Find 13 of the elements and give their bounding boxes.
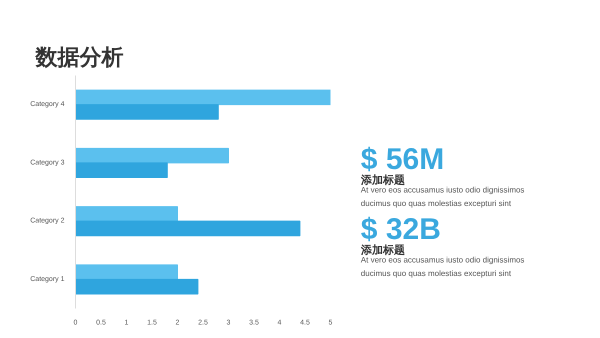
text: At vero eos accusamus iusto odio dignissimos ducimus quo quas molestias excepturi sint: [360, 255, 524, 278]
chart-title: 数据分析: [34, 46, 124, 70]
text: 添加标题: [360, 173, 405, 186]
bar: [76, 162, 168, 178]
bar: [76, 278, 198, 294]
text: At vero eos accusamus iusto odio dignissimos ducimus quo quas molestias excepturi sint: [360, 185, 524, 208]
bar: [76, 264, 178, 280]
text: 添加标题: [360, 243, 405, 256]
bar: [76, 148, 229, 164]
bar: [76, 104, 219, 120]
bar: [76, 220, 300, 236]
bar: [76, 206, 178, 222]
bar: [76, 90, 330, 106]
